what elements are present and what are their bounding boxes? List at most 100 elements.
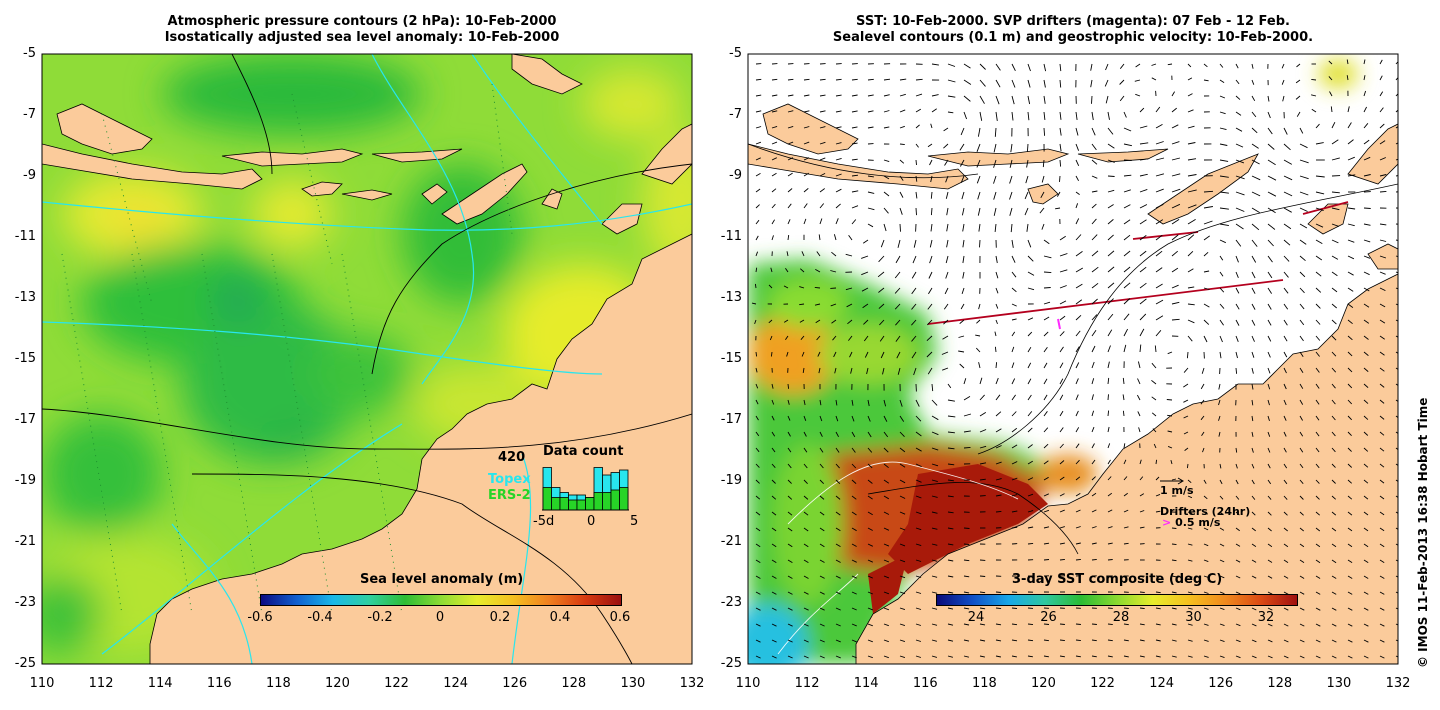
velocity-arrow	[803, 511, 809, 516]
velocity-arrow	[1347, 287, 1354, 292]
velocity-arrow	[755, 415, 759, 421]
velocity-arrow	[1251, 303, 1256, 310]
left-y-tick: -23	[14, 595, 36, 610]
velocity-arrow	[755, 126, 762, 129]
velocity-arrow	[1251, 623, 1257, 627]
velocity-arrow	[1235, 511, 1240, 516]
velocity-arrow	[1105, 63, 1109, 71]
velocity-arrow	[1235, 287, 1240, 294]
velocity-arrow	[1251, 351, 1255, 358]
velocity-arrow	[755, 623, 761, 627]
right-y-tick: -17	[720, 412, 742, 427]
velocity-arrow	[1105, 95, 1109, 104]
velocity-arrow	[1123, 298, 1131, 305]
velocity-arrow	[819, 559, 825, 563]
velocity-arrow	[1171, 250, 1178, 257]
velocity-arrow	[1043, 79, 1046, 88]
velocity-arrow	[1059, 127, 1062, 136]
right-y-tick: -11	[720, 229, 742, 244]
velocity-arrow	[1075, 476, 1081, 481]
velocity-arrow	[915, 479, 922, 483]
velocity-arrow	[1267, 255, 1273, 263]
velocity-arrow	[1235, 591, 1241, 595]
velocity-arrow	[943, 303, 949, 310]
velocity-arrow	[851, 415, 855, 422]
velocity-arrow	[848, 234, 853, 241]
velocity-arrow	[1041, 223, 1045, 230]
velocity-arrow	[1059, 509, 1065, 513]
velocity-arrow	[1331, 239, 1339, 244]
velocity-arrow	[1218, 383, 1221, 390]
velocity-arrow	[883, 543, 890, 547]
velocity-arrow	[1251, 495, 1256, 500]
velocity-arrow	[1379, 623, 1385, 627]
velocity-arrow	[867, 175, 874, 178]
velocity-arrow	[1091, 410, 1095, 417]
velocity-arrow	[1235, 159, 1245, 164]
velocity-arrow	[1315, 399, 1320, 405]
velocity-arrow	[1027, 255, 1034, 262]
velocity-arrow	[1043, 427, 1049, 433]
velocity-arrow	[1027, 526, 1034, 529]
velocity-arrow	[1011, 444, 1018, 449]
velocity-arrow	[979, 623, 986, 626]
velocity-arrow	[1283, 255, 1290, 262]
velocity-arrow	[1203, 251, 1209, 257]
velocity-arrow	[1235, 543, 1241, 547]
velocity-arrow	[1295, 95, 1301, 100]
velocity-arrow	[1075, 267, 1084, 273]
velocity-arrow	[830, 270, 837, 273]
right-y-tick: -21	[720, 534, 742, 549]
velocity-arrow	[1363, 495, 1369, 500]
velocity-arrow	[1155, 173, 1165, 177]
velocity-arrow	[963, 575, 970, 578]
velocity-arrow	[947, 431, 955, 434]
velocity-arrow	[896, 351, 901, 359]
velocity-arrow	[771, 463, 776, 468]
velocity-arrow	[911, 287, 917, 295]
velocity-arrow	[1299, 335, 1304, 342]
map-frame	[41, 53, 693, 665]
velocity-arrow	[1010, 223, 1013, 233]
velocity-arrow	[1363, 351, 1369, 356]
velocity-arrow	[915, 124, 920, 129]
velocity-arrow	[1283, 303, 1289, 310]
right-y-tick: -25	[720, 656, 742, 671]
velocity-arrow	[1043, 255, 1052, 259]
velocity-arrow	[851, 479, 857, 484]
velocity-arrow	[911, 303, 917, 310]
velocity-arrow	[1235, 255, 1239, 263]
right-x-tick: 110	[735, 676, 761, 691]
velocity-arrow	[899, 399, 903, 407]
velocity-arrow	[819, 157, 826, 161]
velocity-arrow	[803, 495, 809, 500]
velocity-arrow	[851, 431, 856, 438]
velocity-arrow	[1347, 591, 1353, 595]
velocity-arrow	[1363, 59, 1366, 65]
velocity-arrow	[1009, 159, 1013, 168]
velocity-arrow	[787, 543, 793, 548]
velocity-arrow	[755, 479, 760, 484]
velocity-arrow	[1379, 239, 1387, 242]
left-x-tick: 110	[29, 676, 55, 691]
velocity-arrow	[1155, 575, 1161, 577]
velocity-arrow	[1075, 459, 1080, 465]
velocity-arrow	[787, 655, 793, 659]
velocity-arrow	[963, 95, 971, 102]
right-title: SST: 10-Feb-2000. SVP drifters (magenta)…	[748, 14, 1398, 46]
velocity-arrow	[1283, 319, 1288, 326]
velocity-arrow	[931, 383, 934, 392]
velocity-arrow	[1059, 394, 1064, 401]
velocity-arrow	[851, 575, 857, 579]
velocity-arrow	[1043, 394, 1048, 401]
velocity-arrow	[771, 157, 777, 161]
velocity-arrow	[1139, 234, 1147, 241]
velocity-arrow	[899, 431, 905, 438]
velocity-arrow	[1119, 95, 1125, 102]
velocity-arrow	[1107, 329, 1113, 337]
velocity-arrow	[1123, 111, 1127, 118]
velocity-arrow	[835, 591, 841, 595]
velocity-arrow	[1219, 639, 1225, 643]
velocity-arrow	[835, 94, 842, 97]
velocity-arrow	[1363, 335, 1369, 340]
